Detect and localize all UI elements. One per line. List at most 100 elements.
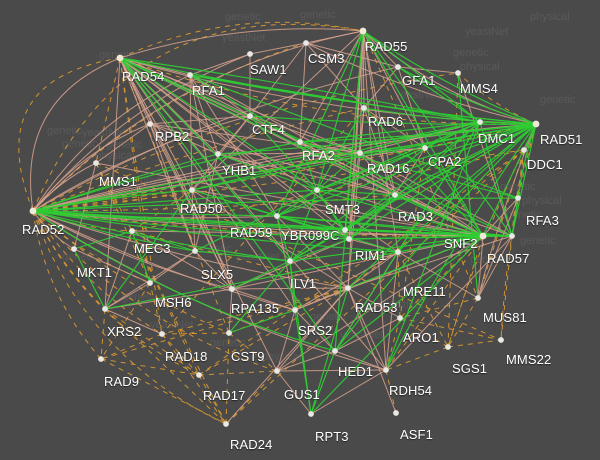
graph-node-srs2[interactable] bbox=[292, 307, 298, 313]
edge-genetic bbox=[397, 251, 401, 319]
graph-node-rad50[interactable] bbox=[189, 187, 195, 193]
graph-node-rfa2[interactable] bbox=[297, 139, 303, 145]
graph-node-rad55[interactable] bbox=[359, 27, 367, 35]
graph-node-sgs1[interactable] bbox=[445, 344, 451, 350]
graph-node-rad57[interactable] bbox=[509, 233, 515, 239]
graph-node-smt3[interactable] bbox=[314, 187, 320, 193]
edge-yeastNet bbox=[149, 250, 196, 284]
graph-node-rad9[interactable] bbox=[98, 356, 104, 362]
edge-physical bbox=[189, 74, 519, 199]
graph-node-ctf4[interactable] bbox=[247, 113, 253, 119]
edge-yeastNet bbox=[305, 42, 537, 125]
edge-physical bbox=[32, 210, 196, 252]
graph-node-rpb2[interactable] bbox=[147, 121, 153, 127]
graph-node-rad59[interactable] bbox=[274, 213, 280, 219]
graph-node-mus81[interactable] bbox=[475, 295, 481, 301]
edge-genetic bbox=[385, 369, 397, 414]
graph-node-rpt3[interactable] bbox=[308, 411, 314, 417]
graph-node-asf1[interactable] bbox=[393, 410, 399, 416]
edge-yeastNet bbox=[477, 197, 519, 299]
edge-physical bbox=[131, 230, 151, 284]
graph-node-rim1[interactable] bbox=[346, 236, 352, 242]
edge-physical bbox=[479, 121, 513, 237]
edge-physical bbox=[316, 189, 396, 196]
edge-yeastNet bbox=[294, 287, 349, 311]
edge-yeastNet bbox=[299, 30, 364, 143]
edge-physical bbox=[385, 121, 481, 371]
graph-node-mec3[interactable] bbox=[129, 228, 135, 234]
graph-node-saw1[interactable] bbox=[247, 51, 253, 57]
graph-node-rad17[interactable] bbox=[196, 372, 202, 378]
edge-genetic bbox=[385, 346, 449, 371]
graph-node-rfa1[interactable] bbox=[187, 72, 193, 78]
graph-node-mms22[interactable] bbox=[498, 337, 504, 343]
edge-physical bbox=[310, 350, 336, 415]
edge-genetic bbox=[100, 333, 163, 360]
edge-physical bbox=[310, 235, 484, 415]
graph-node-csm3[interactable] bbox=[303, 40, 309, 46]
graph-node-mms1[interactable] bbox=[93, 160, 99, 166]
graph-node-ddc1[interactable] bbox=[521, 147, 527, 153]
edge-yeastNet bbox=[191, 30, 364, 191]
graph-node-cpa2[interactable] bbox=[422, 145, 428, 151]
edge-physical bbox=[189, 74, 481, 123]
edge-genetic bbox=[32, 189, 193, 212]
edge-physical bbox=[299, 121, 481, 143]
edge-genetic bbox=[104, 308, 200, 376]
edge-genetic bbox=[161, 333, 200, 376]
graph-node-rad52[interactable] bbox=[29, 207, 37, 215]
edge-physical bbox=[119, 57, 291, 262]
edge-genetic bbox=[399, 147, 426, 319]
edge-physical bbox=[299, 141, 519, 199]
graph-node-dmc1[interactable] bbox=[477, 119, 483, 125]
graph-node-hed1[interactable] bbox=[332, 348, 338, 354]
graph-node-rad3[interactable] bbox=[392, 192, 398, 198]
graph-node-rad54[interactable] bbox=[116, 54, 124, 62]
edge-genetic bbox=[131, 230, 349, 289]
graph-node-mre11[interactable] bbox=[395, 249, 401, 255]
edge-yeastNet bbox=[334, 317, 401, 352]
graph-node-cst9[interactable] bbox=[226, 330, 232, 336]
edge-yeastNet bbox=[299, 42, 307, 143]
edge-yeastNet bbox=[334, 350, 387, 371]
graph-node-mms4[interactable] bbox=[455, 70, 461, 76]
graph-node-rad53[interactable] bbox=[345, 285, 351, 291]
edge-yeastNet bbox=[231, 288, 296, 311]
graph-node-ilv1[interactable] bbox=[287, 258, 293, 264]
edge-genetic bbox=[119, 57, 163, 335]
graph-node-xrs2[interactable] bbox=[102, 306, 108, 312]
edge-yeastNet bbox=[191, 189, 196, 252]
graph-node-yhb1[interactable] bbox=[215, 151, 221, 157]
graph-node-gfa1[interactable] bbox=[395, 64, 401, 70]
edge-genetic bbox=[161, 332, 230, 335]
edge-yeastNet bbox=[362, 30, 426, 149]
graph-node-rad18[interactable] bbox=[159, 331, 165, 337]
graph-node-rdh54[interactable] bbox=[383, 367, 389, 373]
graph-node-rfa3[interactable] bbox=[515, 195, 521, 201]
edge-physical bbox=[344, 194, 396, 231]
graph-node-gus1[interactable] bbox=[274, 368, 280, 374]
graph-node-rad51[interactable] bbox=[532, 120, 540, 128]
graph-node-rpa135[interactable] bbox=[229, 286, 235, 292]
edge-physical bbox=[289, 189, 318, 262]
edge-physical bbox=[73, 248, 106, 310]
graph-node-msh6[interactable] bbox=[147, 280, 153, 286]
graph-node-rad24[interactable] bbox=[223, 421, 229, 427]
graph-node-ybr099c[interactable] bbox=[342, 227, 348, 233]
edge-physical bbox=[424, 123, 537, 149]
graph-node-rad6[interactable] bbox=[361, 105, 367, 111]
edge-genetic bbox=[100, 358, 227, 425]
graph-node-rad16[interactable] bbox=[357, 150, 363, 156]
edge-physical bbox=[316, 123, 537, 191]
edge-genetic bbox=[32, 123, 537, 212]
edge-yeastNet bbox=[276, 369, 387, 372]
edge-yeastNet bbox=[104, 308, 163, 335]
edge-yeastNet bbox=[104, 288, 233, 310]
graph-node-aro1[interactable] bbox=[397, 315, 403, 321]
edge-genetic bbox=[32, 107, 365, 212]
graph-node-snf2[interactable] bbox=[479, 232, 487, 240]
edge-physical bbox=[347, 235, 484, 289]
graph-node-mkt1[interactable] bbox=[71, 246, 77, 252]
graph-node-slx5[interactable] bbox=[192, 248, 198, 254]
